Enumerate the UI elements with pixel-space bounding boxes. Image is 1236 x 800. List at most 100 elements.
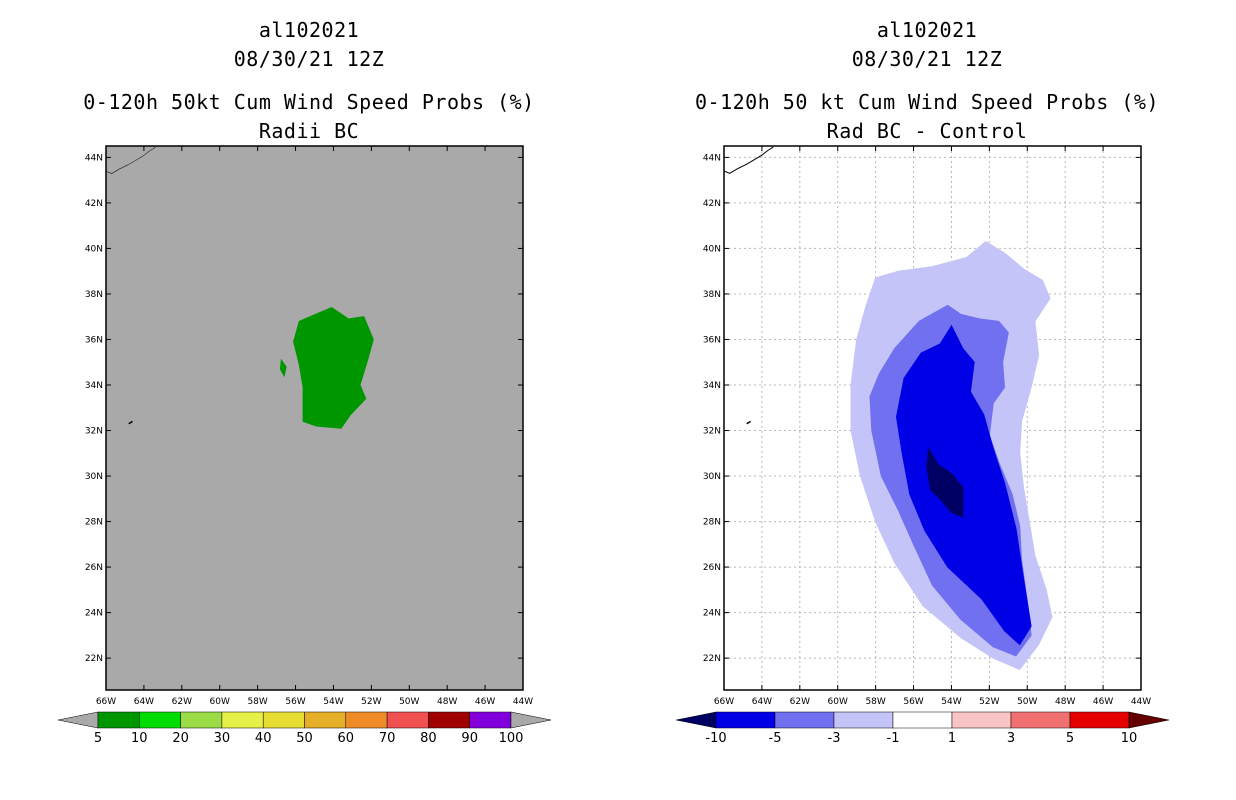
colorbar-swatch (774, 711, 835, 729)
colorbar-label: 80 (420, 731, 437, 746)
y-tick-label: 40N (703, 244, 721, 254)
colorbar-swatch (428, 711, 470, 729)
y-tick-label: 34N (85, 381, 103, 391)
colorbar-over-arrow (1128, 711, 1170, 729)
y-tick-label: 44N (85, 153, 103, 163)
y-tick-label: 36N (85, 335, 103, 345)
colorbar-label: -3 (828, 731, 841, 746)
colorbar-label: 5 (94, 731, 102, 746)
x-tick-label: 64W (134, 697, 154, 707)
x-tick-label: 58W (865, 697, 885, 707)
x-tick-label: 60W (828, 697, 848, 707)
colorbar-label: 5 (1066, 731, 1074, 746)
probability-contour (293, 307, 374, 429)
x-tick-label: 50W (1017, 697, 1037, 707)
storm-id: al102021 (876, 18, 978, 42)
x-tick-label: 48W (437, 697, 457, 707)
bermuda-island (128, 420, 133, 425)
colorbar-label: 3 (1007, 731, 1015, 746)
x-tick-label: 56W (285, 697, 305, 707)
y-tick-label: 42N (703, 199, 721, 209)
x-tick-label: 48W (1055, 697, 1075, 707)
x-tick-label: 46W (1093, 697, 1113, 707)
panel-subtitle: Rad BC - Control (826, 119, 1028, 143)
x-tick-label: 46W (475, 697, 495, 707)
colorbar-label: 50 (296, 731, 313, 746)
y-tick-label: 40N (85, 244, 103, 254)
storm-id: al102021 (258, 18, 360, 42)
y-tick-label: 30N (85, 472, 103, 482)
colorbar-swatch (262, 711, 305, 729)
colorbar-label: 10 (131, 731, 148, 746)
x-tick-label: 50W (399, 697, 419, 707)
x-tick-label: 44W (513, 697, 533, 707)
colorbar-swatch (386, 711, 429, 729)
y-tick-label: 34N (703, 381, 721, 391)
product-title: 0-120h 50kt Cum Wind Speed Probs (%) (83, 90, 535, 114)
colorbar-label: 70 (379, 731, 396, 746)
y-tick-label: 28N (85, 518, 103, 528)
y-tick-label: 32N (703, 427, 721, 437)
colorbar-label: -5 (769, 731, 782, 746)
y-tick-label: 24N (703, 609, 721, 619)
product-title: 0-120h 50 kt Cum Wind Speed Probs (%) (694, 90, 1160, 114)
colorbar-swatch (892, 711, 953, 729)
colorbar-label: 60 (338, 731, 355, 746)
colorbar-swatch (345, 711, 388, 729)
colorbar-label: 20 (172, 731, 189, 746)
y-tick-label: 42N (85, 199, 103, 209)
y-tick-label: 24N (85, 609, 103, 619)
y-tick-label: 30N (703, 472, 721, 482)
x-tick-label: 44W (1131, 697, 1151, 707)
right-panel: al102021 08/30/21 12Z 0-120h 50 kt Cum W… (618, 0, 1236, 800)
y-tick-label: 36N (703, 335, 721, 345)
y-tick-label: 38N (703, 290, 721, 300)
colorbar-label: 1 (948, 731, 956, 746)
colorbar-swatch (180, 711, 223, 729)
colorbar-label: 40 (255, 731, 272, 746)
bermuda-island (746, 420, 751, 425)
x-tick-label: 56W (903, 697, 923, 707)
colorbar-swatch (951, 711, 1012, 729)
coastline (723, 146, 774, 174)
colorbar-label: -10 (705, 731, 726, 746)
colorbar-label: 30 (214, 731, 231, 746)
y-tick-label: 22N (85, 654, 103, 664)
x-tick-label: 60W (210, 697, 230, 707)
x-tick-label: 62W (790, 697, 810, 707)
x-tick-label: 62W (172, 697, 192, 707)
x-tick-label: 54W (941, 697, 961, 707)
colorbar-label: -1 (887, 731, 900, 746)
land (106, 146, 156, 174)
colorbar-under-arrow (57, 711, 99, 729)
probability-map: 66W 64W 62W 60W 58W 56W 54W 52W 50W 48W 46W 44W 22N 2… (57, 145, 552, 746)
colorbar-swatch (304, 711, 347, 729)
x-tick-label: 66W (96, 697, 116, 707)
colorbar-label: 100 (499, 731, 524, 746)
y-tick-label: 26N (85, 563, 103, 573)
colorbar-swatch (715, 711, 776, 729)
map-frame (105, 145, 524, 691)
map-frame (723, 145, 1142, 691)
colorbar-swatch (469, 711, 512, 729)
colorbar-label: 10 (1121, 731, 1138, 746)
x-tick-label: 52W (361, 697, 381, 707)
colorbar-swatch (1069, 711, 1130, 729)
colorbar-over-arrow (510, 711, 552, 729)
forecast-datetime: 08/30/21 12Z (233, 47, 385, 71)
x-tick-label: 54W (323, 697, 343, 707)
colorbar-swatch (221, 711, 264, 729)
x-tick-label: 64W (752, 697, 772, 707)
x-tick-label: 52W (979, 697, 999, 707)
forecast-datetime: 08/30/21 12Z (851, 47, 1003, 71)
colorbar-swatch (139, 711, 181, 729)
colorbar-label: 90 (461, 731, 478, 746)
probability-contour (279, 358, 287, 378)
x-tick-label: 58W (247, 697, 267, 707)
y-tick-label: 38N (85, 290, 103, 300)
y-tick-label: 22N (703, 654, 721, 664)
probability-contour (895, 324, 1032, 646)
colorbar-swatch (97, 711, 140, 729)
x-tick-label: 66W (714, 697, 734, 707)
y-tick-label: 32N (85, 427, 103, 437)
